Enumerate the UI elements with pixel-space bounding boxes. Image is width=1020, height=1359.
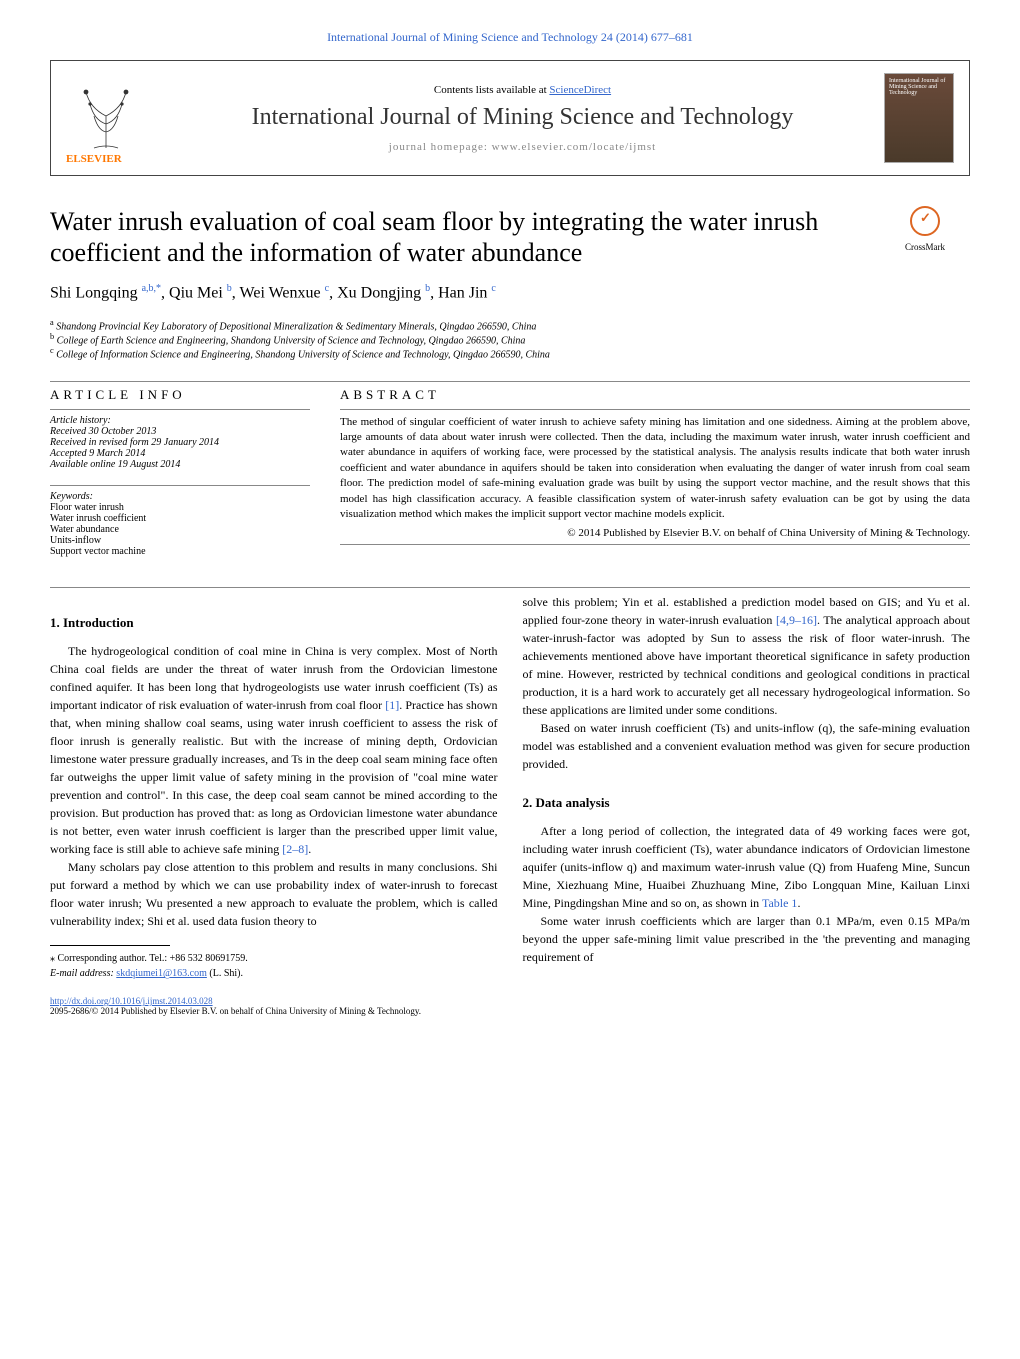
history-revised: Received in revised form 29 January 2014: [50, 437, 310, 448]
email-label: E-mail address:: [50, 968, 116, 979]
contents-label: Contents lists available at: [434, 84, 549, 96]
history-accepted: Accepted 9 March 2014: [50, 448, 310, 459]
elsevier-logo-block: ELSEVIER: [66, 76, 161, 160]
footnote-separator: [50, 945, 170, 946]
history-online: Available online 19 August 2014: [50, 459, 310, 470]
journal-citation-link[interactable]: International Journal of Mining Science …: [50, 30, 970, 45]
keywords-list: Floor water inrushWater inrush coefficie…: [50, 502, 310, 557]
email-line: E-mail address: skdqiumei1@163.com (L. S…: [50, 966, 498, 981]
section-1-title: 1. Introduction: [50, 613, 498, 633]
issn-copyright: 2095-2686/© 2014 Published by Elsevier B…: [50, 1006, 421, 1016]
crossmark-label: CrossMark: [880, 242, 970, 252]
author-name: Shi Longqing: [50, 285, 138, 302]
elsevier-tree-icon: [66, 76, 146, 156]
author-affil-sup: a,b,*: [142, 283, 161, 294]
author-list: Shi Longqing a,b,*, Qiu Mei b, Wei Wenxu…: [50, 283, 970, 302]
keyword-item: Water abundance: [50, 524, 310, 535]
ref-link[interactable]: [4,9–16]: [776, 613, 817, 627]
author-name: Wei Wenxue: [240, 285, 321, 302]
section-2-title: 2. Data analysis: [523, 793, 971, 813]
history-title: Article history:: [50, 415, 310, 426]
elsevier-text: ELSEVIER: [66, 153, 122, 165]
s1-paragraph-1: The hydrogeological condition of coal mi…: [50, 642, 498, 858]
s2-paragraph-2: Some water inrush coefficients which are…: [523, 912, 971, 966]
author-affil-sup: c: [491, 283, 495, 294]
article-info: ARTICLE INFO Article history: Received 3…: [50, 387, 310, 557]
right-column: solve this problem; Yin et al. establish…: [523, 593, 971, 982]
crossmark-badge[interactable]: CrossMark: [880, 206, 970, 252]
doi-link[interactable]: http://dx.doi.org/10.1016/j.ijmst.2014.0…: [50, 996, 213, 1006]
paper-title: Water inrush evaluation of coal seam flo…: [50, 206, 880, 268]
s1-paragraph-3: solve this problem; Yin et al. establish…: [523, 593, 971, 719]
keywords-title: Keywords:: [50, 491, 310, 502]
header-center: Contents lists available at ScienceDirec…: [161, 84, 884, 153]
author-affil-sup: b: [425, 283, 430, 294]
left-column: 1. Introduction The hydrogeological cond…: [50, 593, 498, 982]
email-name: (L. Shi).: [207, 968, 243, 979]
contents-available-line: Contents lists available at ScienceDirec…: [161, 84, 884, 96]
abstract-heading: ABSTRACT: [340, 387, 970, 403]
s2-paragraph-1: After a long period of collection, the i…: [523, 822, 971, 912]
ref-link[interactable]: [2–8]: [282, 842, 308, 856]
keyword-item: Units-inflow: [50, 535, 310, 546]
journal-homepage[interactable]: journal homepage: www.elsevier.com/locat…: [161, 141, 884, 153]
crossmark-icon: [910, 206, 940, 236]
keyword-item: Support vector machine: [50, 546, 310, 557]
abstract-copyright: © 2014 Published by Elsevier B.V. on beh…: [340, 527, 970, 539]
journal-cover-thumbnail: International Journal of Mining Science …: [884, 73, 954, 163]
ref-link[interactable]: [1]: [385, 698, 399, 712]
affiliations: a Shandong Provincial Key Laboratory of …: [50, 318, 970, 361]
ref-link[interactable]: Table 1: [762, 896, 797, 910]
article-info-heading: ARTICLE INFO: [50, 387, 310, 403]
keyword-item: Floor water inrush: [50, 502, 310, 513]
abstract-column: ABSTRACT The method of singular coeffici…: [340, 387, 970, 557]
author-name: Qiu Mei: [169, 285, 223, 302]
page-footer: http://dx.doi.org/10.1016/j.ijmst.2014.0…: [50, 996, 970, 1016]
s1-paragraph-2: Many scholars pay close attention to thi…: [50, 858, 498, 930]
article-history: Article history: Received 30 October 201…: [50, 415, 310, 470]
s1-paragraph-4: Based on water inrush coefficient (Ts) a…: [523, 719, 971, 773]
abstract-text: The method of singular coefficient of wa…: [340, 415, 970, 523]
author-email-link[interactable]: skdqiumei1@163.com: [116, 968, 207, 979]
keyword-item: Water inrush coefficient: [50, 513, 310, 524]
author-name: Han Jin: [438, 285, 487, 302]
corresponding-author: ⁎ Corresponding author. Tel.: +86 532 80…: [50, 951, 498, 966]
journal-name: International Journal of Mining Science …: [161, 104, 884, 131]
footnotes: ⁎ Corresponding author. Tel.: +86 532 80…: [50, 951, 498, 981]
sciencedirect-link[interactable]: ScienceDirect: [549, 84, 611, 96]
history-received: Received 30 October 2013: [50, 426, 310, 437]
journal-header: ELSEVIER Contents lists available at Sci…: [50, 60, 970, 176]
author-affil-sup: c: [325, 283, 329, 294]
author-affil-sup: b: [227, 283, 232, 294]
author-name: Xu Dongjing: [337, 285, 421, 302]
